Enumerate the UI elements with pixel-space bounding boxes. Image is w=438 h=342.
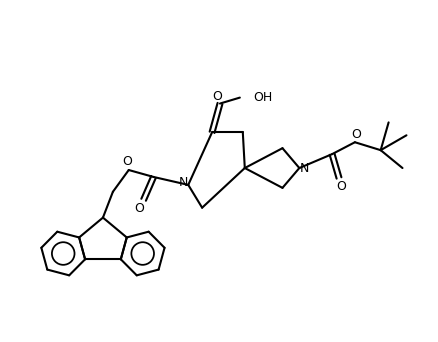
Text: N: N bbox=[300, 161, 309, 174]
Text: O: O bbox=[135, 202, 145, 215]
Text: OH: OH bbox=[254, 91, 273, 104]
Text: O: O bbox=[122, 155, 132, 168]
Text: N: N bbox=[179, 176, 188, 189]
Text: O: O bbox=[336, 180, 346, 193]
Text: O: O bbox=[212, 90, 222, 103]
Text: O: O bbox=[351, 128, 361, 141]
